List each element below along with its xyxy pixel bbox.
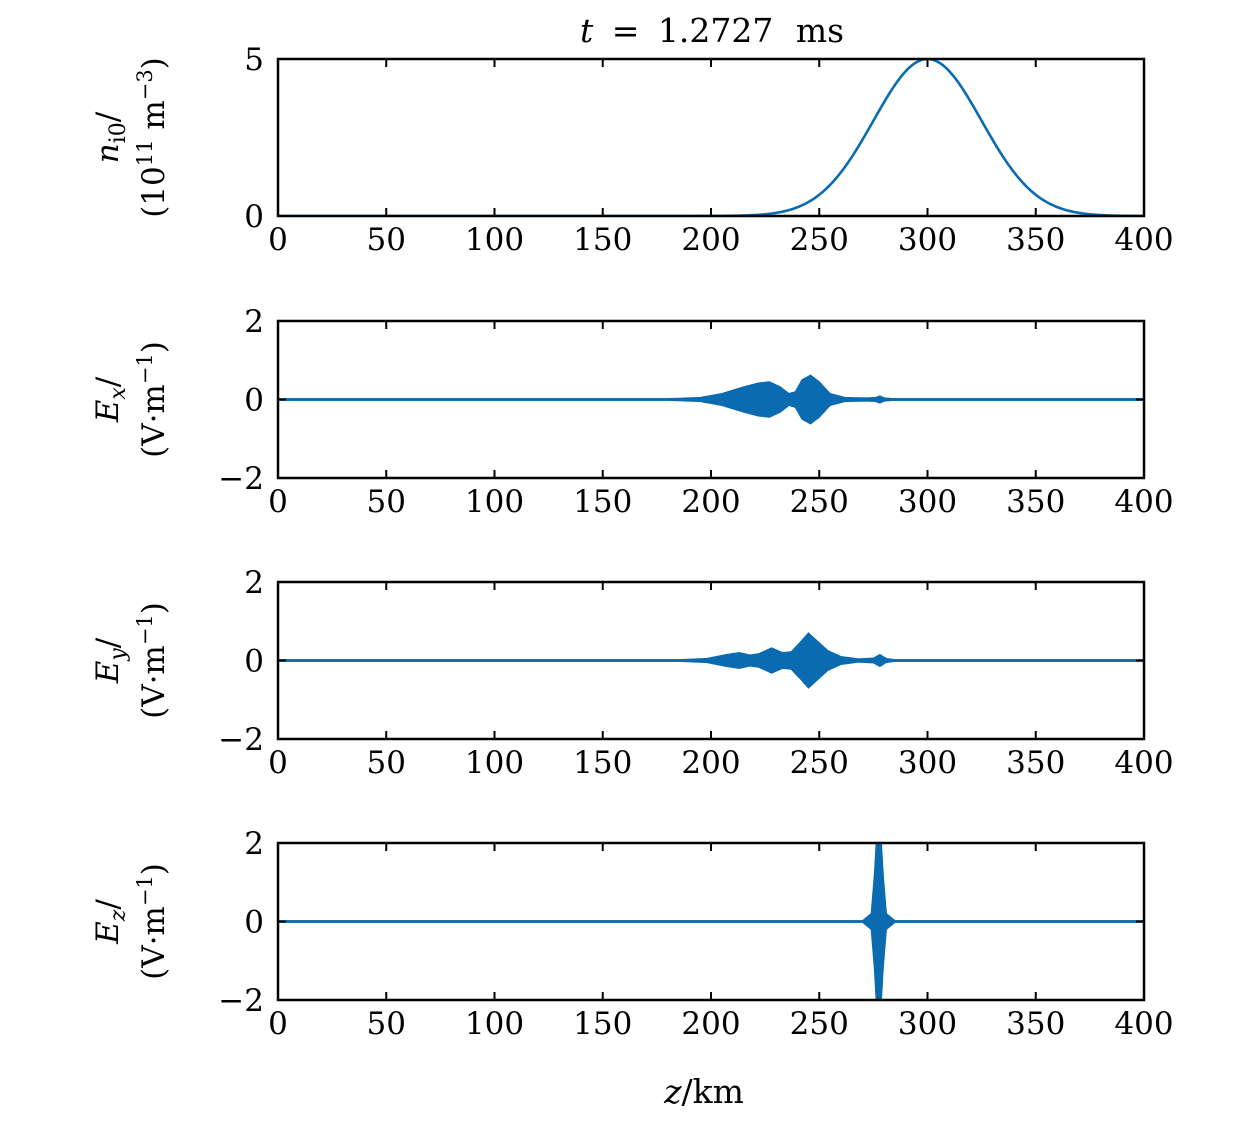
x-axis-label-variable: z — [663, 1072, 682, 1111]
x-tick-label: 100 — [465, 484, 524, 520]
series-line — [278, 59, 1144, 216]
x-tick-label: 250 — [790, 745, 849, 781]
x-tick-label: 400 — [1114, 745, 1173, 781]
y-tick-label: 0 — [244, 905, 264, 941]
x-axis-label-unit: /km — [681, 1072, 743, 1111]
x-tick-label: 300 — [898, 222, 957, 258]
x-tick-label: 100 — [465, 745, 524, 781]
y-axis-label: Ex/(V·m−1) — [90, 341, 172, 458]
y-tick-label: 0 — [244, 644, 264, 680]
y-axis-label-line2: (1011 m−3) — [133, 57, 172, 218]
y-tick-label: 5 — [244, 42, 264, 78]
x-tick-label: 50 — [367, 484, 406, 520]
y-axis-label: Ey/(V·m−1) — [90, 602, 172, 719]
y-tick-label: 0 — [244, 199, 264, 235]
y-tick-label: −2 — [218, 461, 264, 497]
x-tick-label: 400 — [1114, 484, 1173, 520]
title-equals: = — [612, 11, 640, 50]
y-axis-label-line2: (V·m−1) — [133, 341, 172, 458]
x-tick-label: 200 — [681, 222, 740, 258]
y-axis-label-line1: ni0/ — [90, 111, 131, 163]
x-tick-label: 300 — [898, 1006, 957, 1042]
x-tick-label: 150 — [573, 222, 632, 258]
x-tick-label: 200 — [681, 484, 740, 520]
x-tick-label: 350 — [1006, 745, 1065, 781]
x-tick-label: 400 — [1114, 1006, 1173, 1042]
x-tick-label: 400 — [1114, 222, 1173, 258]
y-axis-label: Ez/(V·m−1) — [90, 863, 172, 980]
figure-title: t = 1.2727 ms — [580, 11, 844, 50]
panel-4-data — [278, 843, 1144, 1000]
panel-3-data — [278, 632, 1144, 689]
x-tick-label: 300 — [898, 745, 957, 781]
x-tick-label: 50 — [367, 222, 406, 258]
x-tick-label: 50 — [367, 1006, 406, 1042]
title-unit: ms — [796, 11, 844, 50]
x-tick-label: 200 — [681, 1006, 740, 1042]
x-tick-label: 350 — [1006, 484, 1065, 520]
panel-1: 0 50 100 150 200 250 300 350 400 0 5 ni0/(1011 m−3) — [90, 42, 1174, 258]
x-axis-label: z/km — [663, 1072, 744, 1111]
x-tick-label: 0 — [268, 484, 288, 520]
panel-2-data — [278, 374, 1144, 425]
y-axis-label-line1: Ex/ — [90, 376, 131, 423]
y-tick-label: −2 — [218, 722, 264, 758]
title-value: 1.2727 — [658, 11, 773, 50]
x-tick-label: 0 — [268, 1006, 288, 1042]
y-tick-label: 0 — [244, 383, 264, 419]
y-tick-label: 2 — [244, 565, 264, 601]
title-variable: t — [580, 11, 594, 50]
x-tick-label: 300 — [898, 484, 957, 520]
axis-frame — [276, 57, 1146, 218]
x-tick-label: 100 — [465, 222, 524, 258]
x-tick-label: 350 — [1006, 1006, 1065, 1042]
x-tick-label: 250 — [790, 222, 849, 258]
y-axis-label-line1: Ey/ — [90, 637, 131, 684]
x-tick-label: 250 — [790, 484, 849, 520]
x-tick-label: 150 — [573, 1006, 632, 1042]
x-tick-label: 350 — [1006, 222, 1065, 258]
y-axis-label: ni0/(1011 m−3) — [90, 57, 172, 218]
x-tick-label: 100 — [465, 1006, 524, 1042]
panel-1-data — [278, 59, 1144, 216]
x-tick-label: 50 — [367, 745, 406, 781]
x-tick-label: 150 — [573, 484, 632, 520]
y-axis-label-line2: (V·m−1) — [133, 602, 172, 719]
x-tick-label: 0 — [268, 222, 288, 258]
x-tick-label: 0 — [268, 745, 288, 781]
y-tick-label: −2 — [218, 983, 264, 1019]
x-tick-label: 250 — [790, 1006, 849, 1042]
y-axis-label-line1: Ez/ — [90, 899, 131, 945]
x-tick-label: 150 — [573, 745, 632, 781]
y-tick-label: 2 — [244, 304, 264, 340]
y-axis-label-line2: (V·m−1) — [133, 863, 172, 980]
x-tick-label: 200 — [681, 745, 740, 781]
y-tick-label: 2 — [244, 826, 264, 862]
